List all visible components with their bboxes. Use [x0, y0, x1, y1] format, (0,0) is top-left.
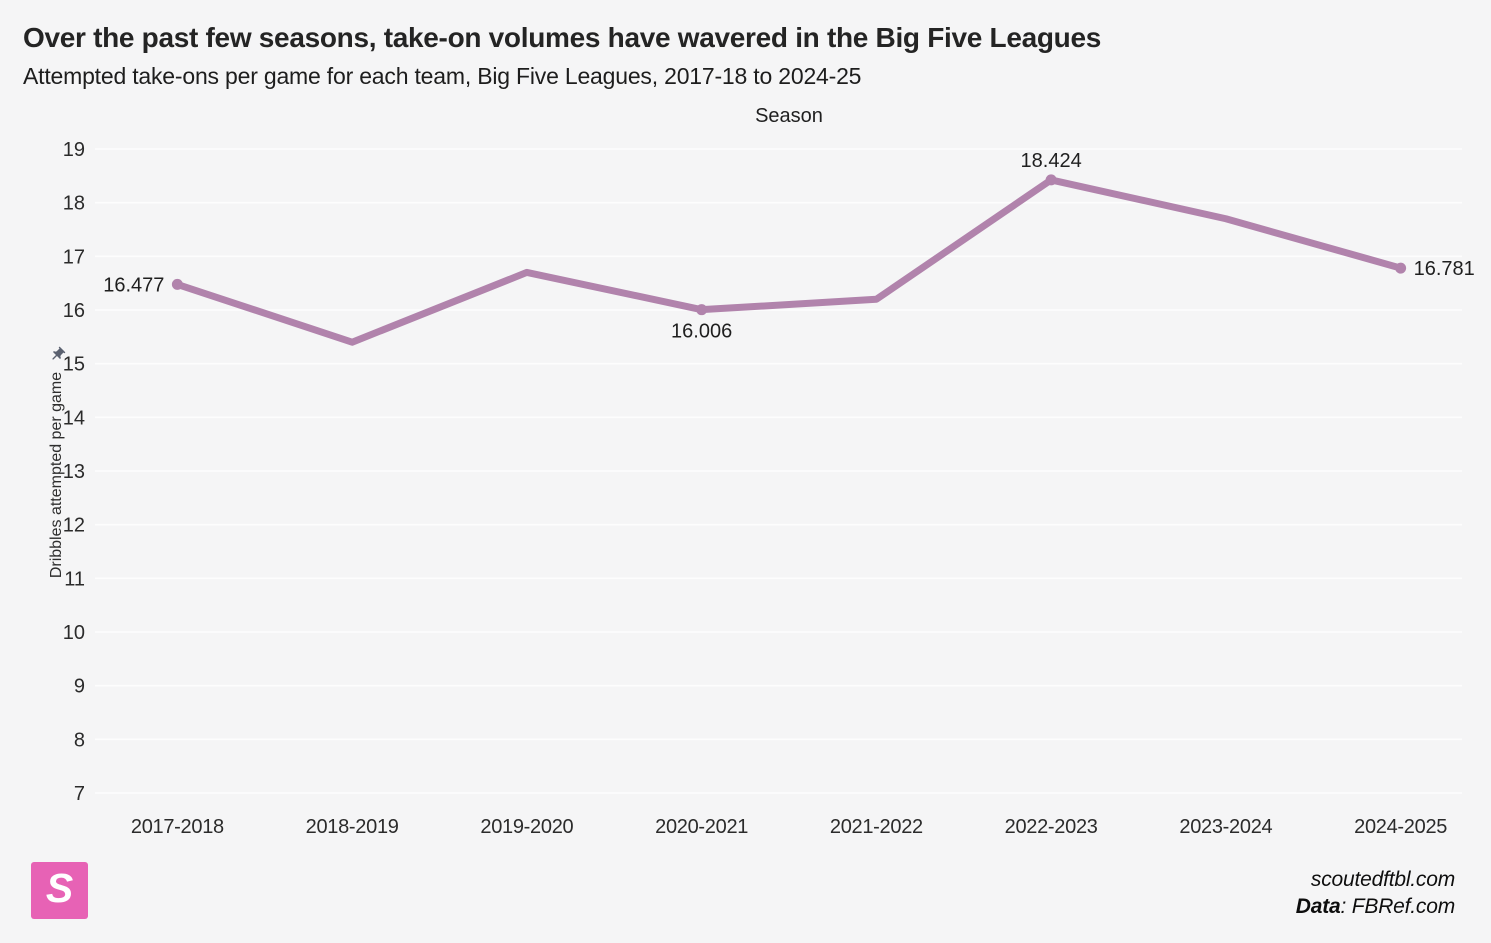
x-tick-label: 2023-2024 — [1179, 816, 1272, 838]
y-tick-label: 15 — [63, 354, 85, 376]
data-point-marker — [1395, 262, 1407, 274]
y-tick-label: 11 — [64, 568, 85, 590]
chart-header: Over the past few seasons, take-on volum… — [23, 22, 1471, 90]
data-point-label: 18.424 — [1021, 150, 1082, 172]
data-point-marker — [171, 278, 183, 290]
y-tick-label: 16 — [63, 300, 85, 322]
data-point-label: 16.006 — [671, 321, 732, 343]
y-tick-label: 8 — [74, 729, 85, 751]
x-tick-label: 2020-2021 — [655, 816, 748, 838]
y-tick-label: 17 — [63, 246, 85, 268]
data-point-label: 16.477 — [103, 274, 164, 296]
y-tick-label: 10 — [63, 622, 85, 644]
data-point-marker — [696, 304, 708, 316]
x-tick-label: 2024-2025 — [1354, 816, 1447, 838]
y-tick-label: 14 — [63, 407, 85, 429]
y-axis-title-text: Dribbles attempted per game — [48, 371, 65, 579]
y-axis-title: Dribbles attempted per game — [42, 307, 72, 617]
chart-subtitle: Attempted take-ons per game for each tea… — [23, 63, 862, 90]
x-tick-label: 2021-2022 — [830, 816, 923, 838]
data-credit: Data: FBRef.com — [1295, 895, 1455, 918]
x-tick-label: 2022-2023 — [1005, 816, 1098, 838]
x-tick-label: 2018-2019 — [306, 816, 399, 838]
x-axis-title: Season — [755, 105, 823, 127]
attribution: scoutedftbl.com Data: FBRef.com — [1296, 866, 1455, 920]
y-tick-label: 13 — [63, 461, 85, 483]
data-point-label: 16.781 — [1414, 258, 1475, 280]
y-tick-label: 12 — [63, 515, 85, 537]
scouted-logo: S — [31, 862, 88, 919]
y-tick-label: 19 — [63, 139, 85, 161]
y-tick-label: 18 — [63, 193, 85, 215]
series-line — [173, 176, 1405, 346]
site-credit: scoutedftbl.com — [1310, 868, 1455, 891]
scouted-logo-letter: S — [45, 865, 74, 911]
x-tick-label: 2017-2018 — [131, 816, 224, 838]
x-tick-label: 2019-2020 — [480, 816, 573, 838]
y-tick-label: 9 — [74, 676, 85, 698]
y-tick-label: 7 — [74, 783, 85, 805]
chart-title: Over the past few seasons, take-on volum… — [23, 22, 1102, 53]
pushpin-icon — [51, 346, 65, 360]
data-point-marker — [1045, 174, 1057, 186]
